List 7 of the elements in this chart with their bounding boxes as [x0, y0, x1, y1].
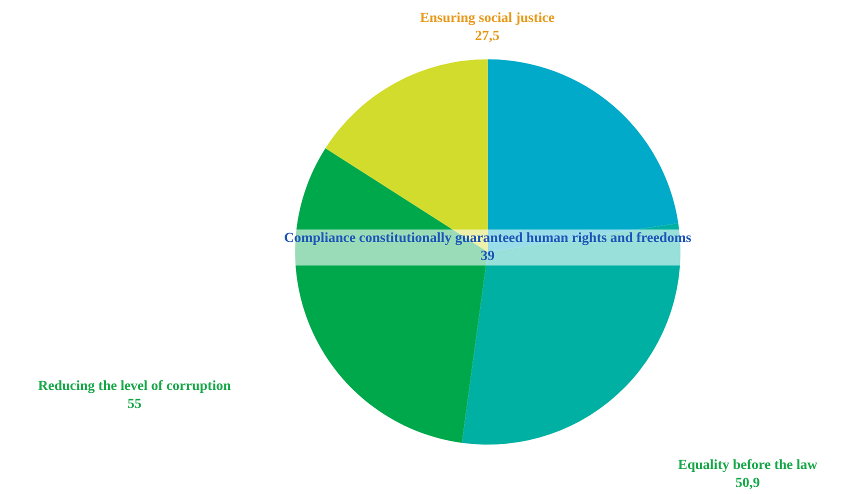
data-label: 50,9	[735, 476, 760, 492]
slice-label: Reducing the level of corruption	[38, 379, 232, 394]
data-label: 39	[480, 249, 495, 264]
slice-label: Ensuring social justice	[420, 11, 555, 26]
data-label: 27,5	[475, 29, 500, 44]
data-label: 55	[127, 397, 142, 412]
slice-label: Equality before the law	[678, 458, 818, 473]
